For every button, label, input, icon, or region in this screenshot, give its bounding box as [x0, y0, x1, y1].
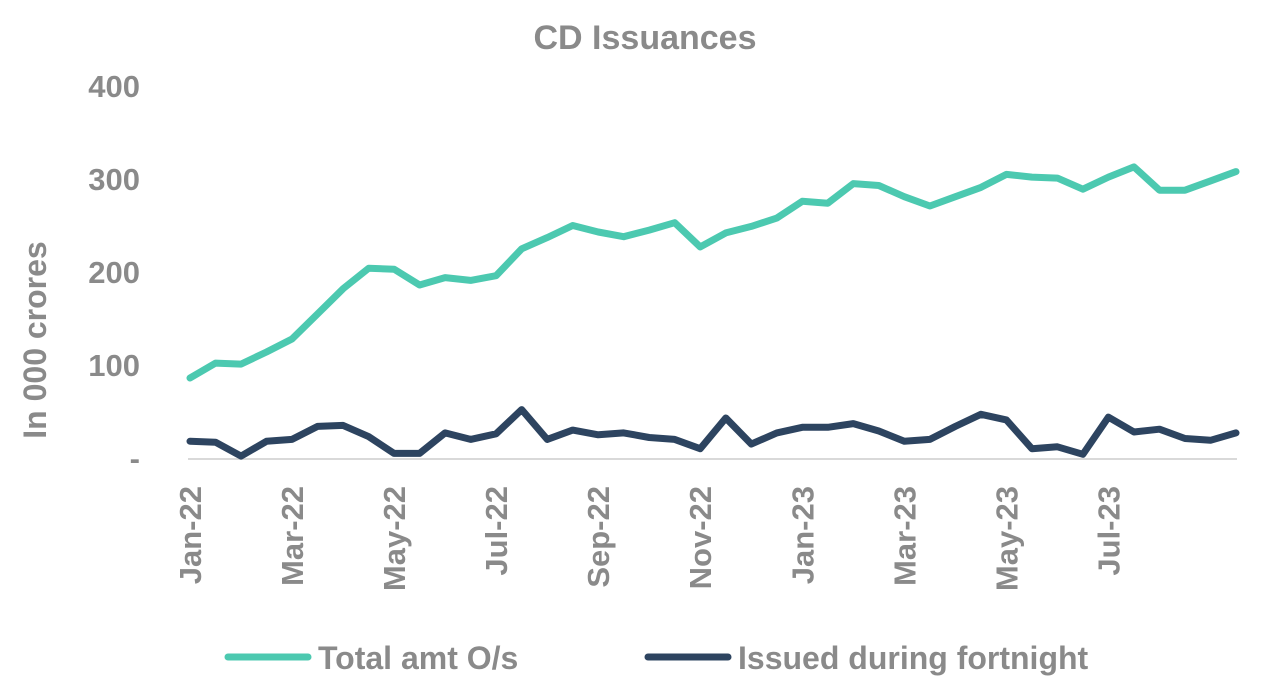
x-tick-label: Jul-23: [1091, 486, 1126, 576]
series-line-0: [186, 163, 1240, 382]
y-tick-label: 400: [88, 69, 140, 104]
x-tick-label: May-22: [377, 486, 412, 591]
x-tick-label: Mar-22: [275, 486, 310, 586]
y-axis-label: In 000 crores: [17, 241, 53, 438]
y-axis: - 100 200 300 400: [88, 69, 140, 476]
x-tick-label: May-23: [989, 486, 1024, 591]
x-tick-label: Sep-22: [581, 486, 616, 588]
x-tick-label: Nov-22: [683, 486, 718, 589]
y-tick-label: 200: [88, 255, 140, 290]
legend-label-1: Issued during fortnight: [738, 640, 1089, 676]
legend-label-0: Total amt O/s: [318, 640, 518, 676]
chart-title: CD Issuances: [534, 19, 757, 57]
y-tick-label: -: [130, 441, 140, 476]
x-axis: Jan-22 Mar-22 May-22 Jul-22 Sep-22 Nov-22 Jan-…: [173, 486, 1126, 591]
x-tick-label: Mar-23: [887, 486, 922, 586]
y-tick-label: 100: [88, 348, 140, 383]
series-line-1: [186, 406, 1240, 460]
y-tick-label: 300: [88, 162, 140, 197]
x-tick-label: Jan-23: [785, 486, 820, 584]
x-tick-label: Jul-22: [479, 486, 514, 576]
legend: Total amt O/s Issued during fortnight: [224, 640, 1089, 676]
series-layer: [186, 163, 1240, 460]
x-tick-label: Jan-22: [173, 486, 208, 584]
